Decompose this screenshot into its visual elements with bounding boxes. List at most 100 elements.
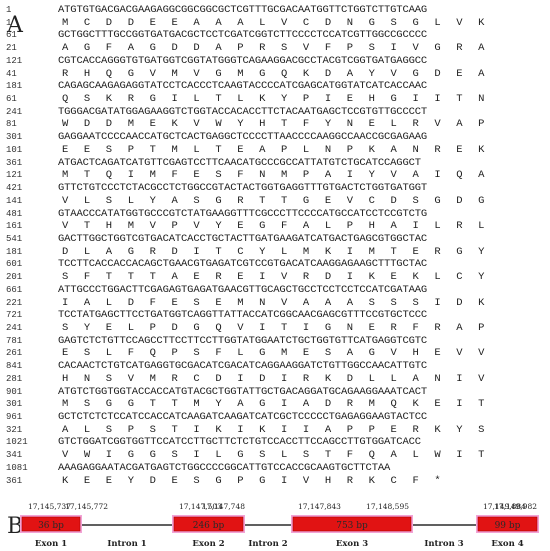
nucleotide-sequence: GAGTCTCTGTTCCAGCCTTCCTTCCTTGGTATGGAATCTG… bbox=[58, 334, 428, 347]
row-index: 481 bbox=[6, 208, 23, 219]
nucleotide-sequence: ATGTGTGACGACGAAGAGGCGGCGGCGCTCGTTTGCGACA… bbox=[58, 4, 428, 16]
amino-acid-row: 121 M T Q I M F E S F N M P A I Y V A I Q… bbox=[0, 169, 550, 182]
nucleotide-sequence: ATGTCTGGTGGTACCACCATGTACGCTGGTATTGCTGACA… bbox=[58, 385, 428, 398]
amino-acid-row: 101 E E S P T M L T E A P L N P K A N R E… bbox=[0, 144, 550, 157]
row-index: 721 bbox=[6, 310, 23, 321]
amino-acid-row: 321 A L S P S T I K I K I I A P P E R K Y… bbox=[0, 424, 550, 437]
amino-acid-sequence: D L A G R D I T C Y L M K I M T E R G Y bbox=[62, 245, 486, 258]
row-index: 1 bbox=[6, 5, 12, 15]
intron-2-name: Intron 2 bbox=[248, 539, 287, 549]
row-index: 1081 bbox=[6, 462, 28, 473]
nucleotide-sequence: GCTCTCTCTCCATCCACCATCAAGATCAAGATCATCGCTC… bbox=[58, 411, 428, 423]
nucleotide-sequence: GTCTGGATCGGTGGTTCCATCCTTGCTTCTCTGTCCACCT… bbox=[58, 436, 421, 449]
row-index: 661 bbox=[6, 284, 23, 295]
amino-acid-row: 161 V T H M V P V Y E G F A L P H A I L R… bbox=[0, 220, 550, 233]
amino-acid-sequence: W D D M E K V W Y H T F Y N E L R V A P bbox=[62, 118, 486, 131]
exon-2-name: Exon 2 bbox=[192, 539, 224, 549]
coordinate-label: 17,149,884 bbox=[483, 502, 526, 511]
intron-1-name: Intron 1 bbox=[107, 539, 146, 549]
row-index: 361 bbox=[6, 475, 23, 486]
nucleotide-row: 721 TCCTATGAGCTTCCTGATGGTCAGGTTATTACCATCG… bbox=[0, 309, 550, 322]
nucleotide-sequence: AAAGAGGAATACGATGAGTCTGGCCCCGGCATTGTCCACC… bbox=[58, 461, 391, 474]
nucleotide-row: 421 GTTCTGTCCCTCTACGCCTCTGGCCGTACTACTGGTG… bbox=[0, 182, 550, 195]
amino-acid-row: 341 V W I G G S I L G S L S T F Q A L W I… bbox=[0, 449, 550, 462]
region-labels: Exon 1 Exon 2 Exon 3 Exon 4 Intron 1 Intron 2… bbox=[35, 539, 524, 549]
gene-structure-diagram: 36 bp 246 bp 753 bp 99 bp 17,145,73717,145,… bbox=[20, 502, 539, 549]
amino-acid-sequence: S F T T T A E R E I V R D I K E K L C Y bbox=[62, 271, 486, 284]
amino-acid-sequence: Q S K R G I L T L K Y P I E H G I I T N bbox=[62, 93, 486, 106]
coordinate-label: 17,145,737 bbox=[28, 502, 71, 511]
nucleotide-row: 841 CACAACTCTGTCATGAGGTGCGACATCGACATCAGGA… bbox=[0, 360, 550, 373]
nucleotide-row: 301 GAGGAATCCCCAACCATGCTCACTGAGGCTCCCCTTA… bbox=[0, 131, 550, 144]
nucleotide-row: 1021 GTCTGGATCGGTGGTTCCATCCTTGCTTCTCTGTCC… bbox=[0, 436, 550, 449]
row-index: 421 bbox=[6, 183, 23, 194]
row-index: 901 bbox=[6, 386, 23, 397]
exon-1-name: Exon 1 bbox=[35, 539, 67, 549]
row-index: 841 bbox=[6, 361, 23, 372]
nucleotide-sequence: GTAACCCATATGGTGCCCGTCTATGAAGGTTTCGCCCTTC… bbox=[58, 207, 428, 220]
row-index: 281 bbox=[6, 373, 23, 384]
nucleotide-sequence: CAGAGCAAGAGAGGTATCCTCACCCTCAAGTACCCCATCG… bbox=[58, 80, 428, 93]
nucleotide-sequence: TGGGACGATATGGAGAAGGTCTGGTACCACACCTTCTACA… bbox=[58, 105, 428, 118]
nucleotide-sequence: ATTGCCCTGGACTTCGAGAGTGAGATGAACGTTGCAGCTG… bbox=[58, 283, 428, 296]
row-index: 81 bbox=[6, 119, 17, 130]
row-index: 101 bbox=[6, 144, 23, 155]
row-index: 341 bbox=[6, 450, 23, 461]
row-index: 21 bbox=[6, 43, 17, 54]
row-index: 121 bbox=[6, 170, 23, 181]
row-index: 961 bbox=[6, 412, 23, 422]
row-index: 241 bbox=[6, 106, 23, 117]
nucleotide-sequence: GAGGAATCCCCAACCATGCTCACTGAGGCTCCCCTTAACC… bbox=[58, 131, 428, 144]
panel-b-label: B bbox=[7, 514, 24, 539]
row-index: 181 bbox=[6, 81, 23, 92]
coordinate-label: 17,147,748 bbox=[202, 502, 245, 511]
amino-acid-sequence: V T H M V P V Y E G F A L P H A I L R L bbox=[62, 220, 486, 233]
nucleotide-sequence: GACTTGGCTGGTCGTGACATCACCTGCTACTTGATGAAGA… bbox=[58, 232, 428, 245]
row-index: 41 bbox=[6, 68, 17, 79]
coordinate-label: 17,148,595 bbox=[366, 502, 409, 511]
amino-acid-sequence: E E S P T M L T E A P L N P K A N R E K bbox=[62, 143, 486, 156]
intron-3-name: Intron 3 bbox=[424, 539, 463, 549]
nucleotide-row: 1081 AAAGAGGAATACGATGAGTCTGGCCCCGGCATTGTC… bbox=[0, 462, 550, 475]
nucleotide-sequence: TCCTTCACCACCACAGCTGAACGTGAGATCGTCCGTGACA… bbox=[58, 258, 428, 271]
row-index: 601 bbox=[6, 259, 23, 270]
amino-acid-sequence: A L S P S T I K I K I I A P P E R K Y S bbox=[62, 423, 486, 436]
nucleotide-row: 241 TGGGACGATATGGAGAAGGTCTGGTACCACACCTTCT… bbox=[0, 106, 550, 119]
amino-acid-row: 61 Q S K R G I L T L K Y P I E H G I I T … bbox=[0, 93, 550, 106]
coordinate-label: 17,147,503 bbox=[179, 502, 222, 511]
row-index: 541 bbox=[6, 233, 23, 244]
row-index: 1021 bbox=[6, 437, 28, 448]
amino-acid-row: 1 M C D D E E A A A L V C D N G S G L V K bbox=[0, 17, 550, 30]
nucleotide-row: 601 TCCTTCACCACCACAGCTGAACGTGAGATCGTCCGTG… bbox=[0, 258, 550, 271]
row-index: 361 bbox=[6, 157, 23, 168]
nucleotide-sequence: TCCTATGAGCTTCCTGATGGTCAGGTTATTACCATCGGCA… bbox=[58, 309, 428, 322]
nucleotide-sequence: GTTCTGTCCCTCTACGCCTCTGGCCGTACTACTGGTGAGG… bbox=[58, 182, 428, 195]
exon-3-box bbox=[292, 516, 412, 532]
nucleotide-row: 661 ATTGCCCTGGACTTCGAGAGTGAGATGAACGTTGCAG… bbox=[0, 284, 550, 297]
exon-2-size: 246 bp bbox=[193, 521, 225, 531]
coordinate-label: 17,147,843 bbox=[298, 502, 341, 511]
nucleotide-row: 361 ATGACTCAGATCATGTTCGAGTCCTTCAACATGCCCG… bbox=[0, 157, 550, 170]
row-index: 141 bbox=[6, 195, 23, 206]
nucleotide-row: 781 GAGTCTCTGTTCCAGCCTTCCTTCCTTGGTATGGAAT… bbox=[0, 335, 550, 348]
amino-acid-row: 41 R H Q G V M V G M G Q K D A Y V G D E … bbox=[0, 68, 550, 81]
exon-4-size: 99 bp bbox=[495, 521, 521, 531]
amino-acid-row: 241 S Y E L P D G Q V I T I G N E R F R A… bbox=[0, 322, 550, 335]
coordinate-label: 17,149,982 bbox=[494, 502, 537, 511]
row-index: 261 bbox=[6, 348, 23, 359]
amino-acid-sequence: V W I G G S I L G S L S T F Q A L W I T bbox=[62, 449, 486, 462]
amino-acid-row: 261 E S L F Q P S F L G M E S A G V H E V… bbox=[0, 347, 550, 360]
row-index: 781 bbox=[6, 335, 23, 346]
amino-acid-sequence: K E E Y D E S G P G I V H R K C F * bbox=[62, 474, 442, 487]
nucleotide-sequence: ATGACTCAGATCATGTTCGAGTCCTTCAACATGCCCGCCA… bbox=[58, 156, 421, 169]
nucleotide-row: 181 CAGAGCAAGAGAGGTATCCTCACCCTCAAGTACCCCA… bbox=[0, 80, 550, 93]
amino-acid-row: 301 M S G G T T M Y A G I A D R M Q K E I… bbox=[0, 398, 550, 411]
nucleotide-sequence: CACAACTCTGTCATGAGGTGCGACATCGACATCAGGAAGG… bbox=[58, 360, 428, 373]
coordinate-label: 17,145,772 bbox=[65, 502, 108, 511]
panel-a-label: A bbox=[7, 13, 23, 38]
amino-acid-row: 21 A G F A G D D A P R S V F P S I V G R … bbox=[0, 42, 550, 55]
amino-acid-sequence: M S G G T T M Y A G I A D R M Q K E I T bbox=[62, 398, 486, 411]
amino-acid-row: 361 K E E Y D E S G P G I V H R K C F * bbox=[0, 475, 550, 488]
amino-acid-row: 201 S F T T T A E R E I V R D I K E K L C… bbox=[0, 271, 550, 284]
